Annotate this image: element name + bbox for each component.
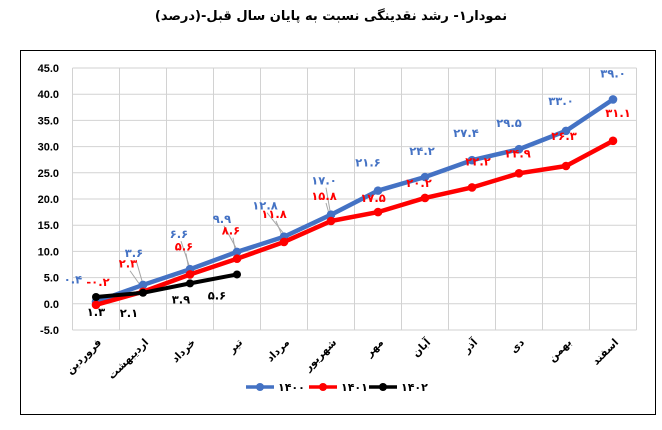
y-tick-label: 35.0 — [38, 115, 59, 127]
y-tick-label: -5.0 — [40, 325, 59, 337]
x-tick-label: بهمن — [546, 337, 574, 365]
data-label-۱۴۰۰: ۲۹.۵ — [496, 116, 521, 130]
data-label-۱۴۰۰: ۶.۶ — [170, 227, 188, 241]
data-label-۱۴۰۰: ۲۴.۲ — [409, 144, 434, 158]
data-point-۱۴۰۰ — [467, 155, 477, 165]
y-tick-label: 40.0 — [38, 89, 59, 101]
y-tick-label: 5.0 — [44, 273, 59, 285]
chart-title: نمودار۱- رشد نقدینگی نسبت به پایان سال ق… — [154, 9, 508, 24]
data-point-۱۴۰۰ — [373, 186, 383, 195]
data-label-۱۴۰۰: ۲۱.۶ — [355, 156, 380, 170]
series-line-۱۴۰۲ — [94, 272, 239, 299]
data-label-۱۴۰۱: ۲۰.۲ — [406, 176, 431, 190]
data-point-۱۴۰۲ — [92, 292, 100, 301]
data-point-۱۴۰۱ — [326, 216, 336, 226]
data-label-۱۴۰۱: ۸.۶ — [222, 224, 240, 238]
line-chart: 45.0 40.0 35.0 30.0 25.0 20.0 15.0 10.0 5.0 0.0 -5… — [38, 63, 637, 394]
data-label-۱۴۰۲: ۵.۶ — [208, 288, 226, 302]
series-line-۱۴۰۱ — [93, 138, 616, 308]
data-label-۱۴۰۰: ۳.۶ — [125, 246, 143, 260]
data-label-۱۴۰۱: ۱۱.۸ — [261, 207, 286, 221]
x-tick-label: آبان — [409, 336, 433, 360]
data-point-۱۴۰۱ — [279, 237, 289, 247]
data-point-۱۴۰۰ — [326, 210, 336, 220]
data-label-۱۴۰۲: ۲.۱ — [120, 306, 138, 320]
x-tick-label: اردیبهشت — [106, 337, 151, 382]
chart-frame: 45.0 40.0 35.0 30.0 25.0 20.0 15.0 10.0 5.0 0.0 -5… — [20, 50, 656, 415]
x-tick-label: تیر — [225, 337, 245, 357]
data-point-۱۴۰۱ — [373, 207, 383, 217]
series-line-۱۴۰۰ — [93, 97, 616, 304]
data-label-۱۴۰۱: ۲۲.۲ — [465, 154, 490, 168]
data-label-۱۴۰۰: ۳۹.۰ — [600, 66, 625, 80]
data-label-۱۴۰۱: ۵.۶ — [175, 239, 193, 253]
data-point-۱۴۰۱ — [561, 161, 571, 171]
data-point-۱۴۰۱ — [608, 136, 618, 146]
data-point-۱۴۰۲ — [186, 279, 194, 288]
label-leader-line — [135, 259, 143, 282]
y-tick-label: 20.0 — [38, 194, 59, 206]
x-tick-label: خرداد — [169, 337, 198, 366]
data-point-۱۴۰۱ — [420, 193, 430, 203]
data-point-۱۴۰۰ — [420, 172, 430, 182]
data-point-۱۴۰۱ — [232, 254, 242, 264]
data-label-۱۴۰۱: ۱۵.۸ — [311, 189, 336, 203]
data-point-۱۴۰۱ — [185, 270, 195, 279]
data-point-۱۴۰۰ — [608, 95, 618, 104]
data-label-۱۴۰۱: ۲.۳ — [119, 257, 137, 271]
data-label-۱۴۰۰: ۱۷.۰ — [311, 174, 336, 188]
data-label-۱۴۰۱: ۱۷.۵ — [360, 191, 385, 205]
y-tick-label: 45.0 — [38, 63, 59, 75]
data-label-۱۴۰۰: ۹.۹ — [213, 212, 231, 226]
label-leader-line — [266, 212, 284, 234]
y-tick-label: 15.0 — [38, 220, 59, 232]
x-tick-label: دی — [508, 336, 528, 356]
legend-label-۱۴۰۰: ۱۴۰۰ — [278, 381, 305, 394]
x-tick-label: مرداد — [264, 337, 292, 365]
data-label-۱۴۰۱: ۲۴.۹ — [505, 146, 530, 160]
legend-marker-۱۴۰۲ — [379, 383, 387, 391]
data-point-۱۴۰۱ — [514, 169, 524, 178]
y-tick-label: 0.0 — [44, 299, 59, 311]
y-tick-label: 10.0 — [38, 246, 59, 258]
data-label-۱۴۰۱: ۳۱.۱ — [605, 106, 630, 120]
data-point-۱۴۰۱ — [91, 300, 101, 310]
data-point-۱۴۰۰ — [232, 247, 242, 257]
data-label-۱۴۰۰: ۱۲.۸ — [252, 199, 277, 213]
x-tick-label: آذر — [460, 336, 481, 357]
data-label-۱۴۰۰: ۲۷.۴ — [453, 126, 478, 140]
x-tick-label: اسفند — [590, 337, 621, 368]
data-point-۱۴۰۲ — [233, 270, 241, 279]
data-label-۱۴۰۱: -۰.۲ — [86, 275, 109, 289]
y-tick-label: 25.0 — [38, 168, 59, 180]
data-label-۱۴۰۲: ۱.۳ — [87, 305, 105, 319]
data-label-۱۴۰۱: ۲۶.۳ — [551, 129, 576, 143]
legend-marker-۱۴۰۱ — [319, 383, 327, 391]
data-point-۱۴۰۲ — [139, 288, 147, 297]
label-leader-line — [325, 187, 331, 211]
legend-label-۱۴۰۱: ۱۴۰۱ — [341, 381, 368, 394]
x-tick-label: شهریور — [301, 337, 339, 375]
data-label-۱۴۰۰: ۳۳.۰ — [548, 94, 573, 108]
legend-marker-۱۴۰۰ — [256, 383, 264, 391]
x-tick-label: مهر — [363, 337, 386, 360]
legend-label-۱۴۰۲: ۱۴۰۲ — [401, 381, 428, 394]
data-point-۱۴۰۰ — [561, 126, 571, 136]
y-tick-label: 30.0 — [38, 142, 59, 154]
data-point-۱۴۰۱ — [467, 183, 477, 192]
data-label-۱۴۰۰: ۰.۴ — [64, 273, 82, 287]
data-point-۱۴۰۰ — [138, 280, 148, 290]
data-point-۱۴۰۰ — [514, 144, 524, 154]
data-label-۱۴۰۲: ۳.۹ — [172, 292, 190, 306]
x-tick-label: فروردین — [64, 337, 104, 377]
